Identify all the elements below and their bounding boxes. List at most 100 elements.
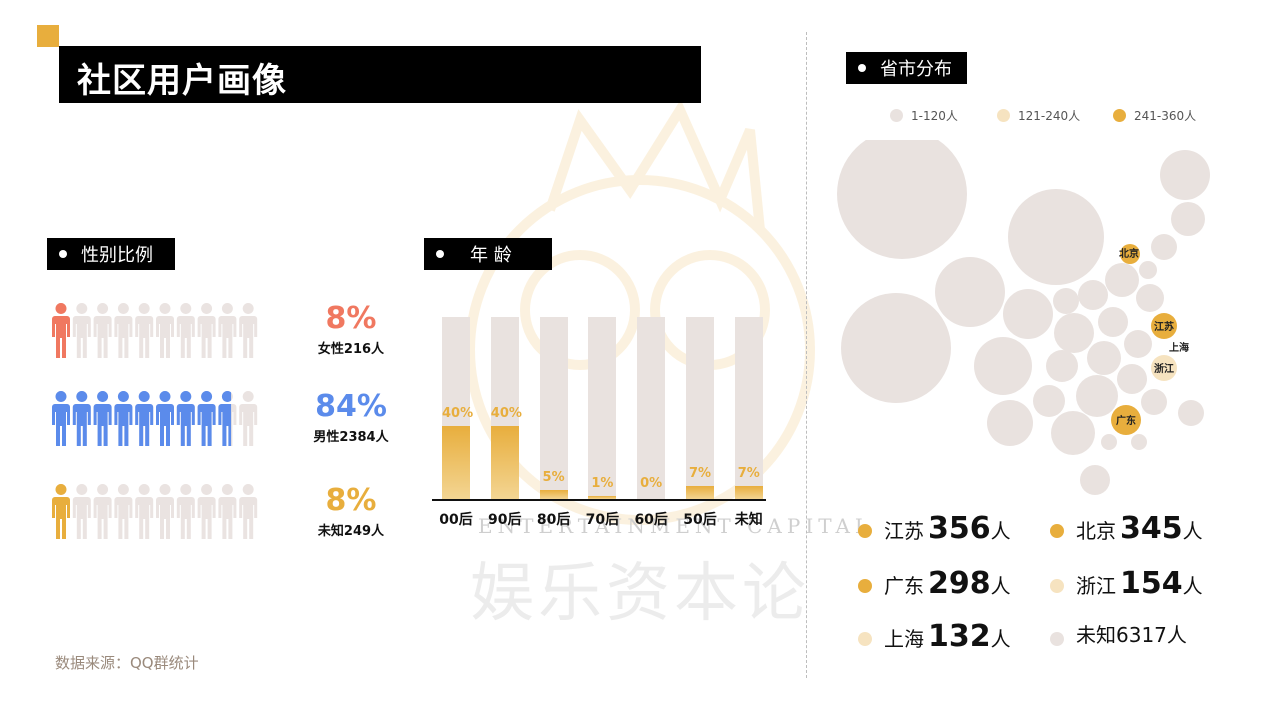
person-icon <box>93 484 112 539</box>
unknown-icon-row <box>52 484 258 539</box>
person-icon <box>239 391 258 446</box>
province-bubble <box>1105 263 1139 297</box>
age-bar-track <box>686 317 714 499</box>
map-label-zhejiang: 浙江 <box>1154 362 1174 375</box>
watermark-chinese: 娱乐资本论 <box>470 557 810 631</box>
male-count: 男性2384人 <box>313 430 389 445</box>
bubble-zhejiang <box>1151 355 1177 381</box>
age-section-title: 年 龄 <box>470 245 512 266</box>
province-bubble <box>1117 364 1147 394</box>
age-bar-track <box>637 317 666 499</box>
person-icon <box>72 303 91 358</box>
bubble-jiangsu <box>1151 313 1177 339</box>
province-name: 江苏 <box>884 519 924 543</box>
province-name: 北京 <box>1076 519 1116 543</box>
province-bubble <box>1151 234 1177 260</box>
map-label-beijing: 北京 <box>1119 247 1139 260</box>
age-axis-tick-label: 00后 <box>439 512 473 528</box>
age-bar-chart <box>0 0 1 1</box>
province-bubble <box>1136 284 1164 312</box>
age-axis-tick-label: 60后 <box>634 512 668 528</box>
person-icon <box>197 484 216 539</box>
person-icon <box>176 484 195 539</box>
age-axis-tick-label: 70后 <box>585 512 620 528</box>
province-bubble <box>1124 330 1152 358</box>
unknown-count: 未知249人 <box>317 524 385 539</box>
province-item-shanghai: 上海 132 人 <box>858 619 1011 659</box>
bubble-guangdong <box>1111 405 1141 435</box>
title-bar <box>59 46 701 103</box>
province-bubble <box>1053 288 1079 314</box>
legend-swatch-mid <box>997 109 1010 122</box>
province-item-guangdong: 广东 298 人 <box>858 566 1011 606</box>
province-dot <box>1050 632 1064 646</box>
unknown-percent: 8% <box>325 483 377 518</box>
person-icon-filled <box>114 391 133 446</box>
person-icon <box>197 303 216 358</box>
age-bar-value-label: 1% <box>591 476 614 491</box>
person-icon-filled <box>93 391 112 446</box>
province-bubble <box>1033 385 1065 417</box>
page-title: 社区用户画像 <box>77 61 287 101</box>
age-bar <box>442 426 470 499</box>
province-bubble <box>1141 389 1167 415</box>
province-dot <box>858 632 872 646</box>
province-item-beijing: 北京 345 人 <box>1050 511 1203 551</box>
person-icon <box>156 484 174 539</box>
province-name: 上海 <box>884 627 924 651</box>
legend-label-low: 1-120人 <box>911 109 958 123</box>
province-item-jiangsu: 江苏 356 人 <box>858 511 1011 551</box>
person-icon-filled <box>197 391 216 446</box>
province-bubble-map: 北京 江苏 上海 浙江 广东 <box>837 140 1210 495</box>
person-icon <box>218 484 237 539</box>
province-name: 未知6317人 <box>1076 623 1187 647</box>
person-icon-filled <box>156 391 174 446</box>
age-bar <box>686 486 714 499</box>
province-bubble <box>1003 289 1053 339</box>
bullet-dot <box>858 64 866 72</box>
person-icon <box>239 484 258 539</box>
province-section-header: 省市分布 <box>846 52 967 84</box>
person-icon-filled <box>52 303 70 358</box>
age-bar-value-label: 0% <box>640 476 663 491</box>
province-unit: 人 <box>990 519 1011 543</box>
legend-item-mid: 121-240人 <box>997 107 1080 124</box>
province-unit: 人 <box>990 627 1011 651</box>
province-bubble <box>841 293 951 403</box>
age-bar-value-label: 5% <box>542 469 565 485</box>
map-label-jiangsu: 江苏 <box>1154 320 1174 333</box>
person-icon <box>72 484 91 539</box>
province-count: 345 <box>1120 511 1183 546</box>
age-bar-value-label: 40% <box>490 406 522 422</box>
province-section-title: 省市分布 <box>880 59 952 80</box>
province-bubble <box>837 140 967 259</box>
age-bar-value-label: 7% <box>688 466 712 482</box>
age-bar <box>539 489 568 499</box>
province-bubble <box>1098 307 1128 337</box>
legend-item-low: 1-120人 <box>890 107 958 124</box>
province-dot <box>1050 579 1064 593</box>
age-axis-tick-label: 90后 <box>488 512 522 528</box>
person-icon-filled <box>52 391 70 446</box>
person-icon <box>114 303 133 358</box>
province-count: 154 <box>1120 566 1183 601</box>
province-bubble <box>1087 341 1121 375</box>
female-icon-row <box>52 303 258 358</box>
province-unit: 人 <box>1182 574 1203 598</box>
person-icon-filled <box>218 391 232 446</box>
gender-section-title: 性别比例 <box>81 245 153 266</box>
person-icon-filled <box>176 391 195 446</box>
province-unit: 人 <box>990 574 1011 598</box>
province-bubble <box>1076 375 1118 417</box>
person-icon-filled <box>52 484 70 539</box>
age-bar <box>734 486 763 499</box>
province-bubble <box>935 257 1005 327</box>
province-item-unknown: 未知6317人 <box>1050 619 1191 659</box>
province-dot <box>858 524 872 538</box>
age-bar <box>490 426 519 499</box>
person-icon <box>176 303 195 358</box>
bullet-dot <box>436 250 444 258</box>
province-bubble <box>1139 261 1157 279</box>
age-axis-tick-label: 80后 <box>536 512 571 528</box>
map-label-guangdong: 广东 <box>1116 414 1136 427</box>
